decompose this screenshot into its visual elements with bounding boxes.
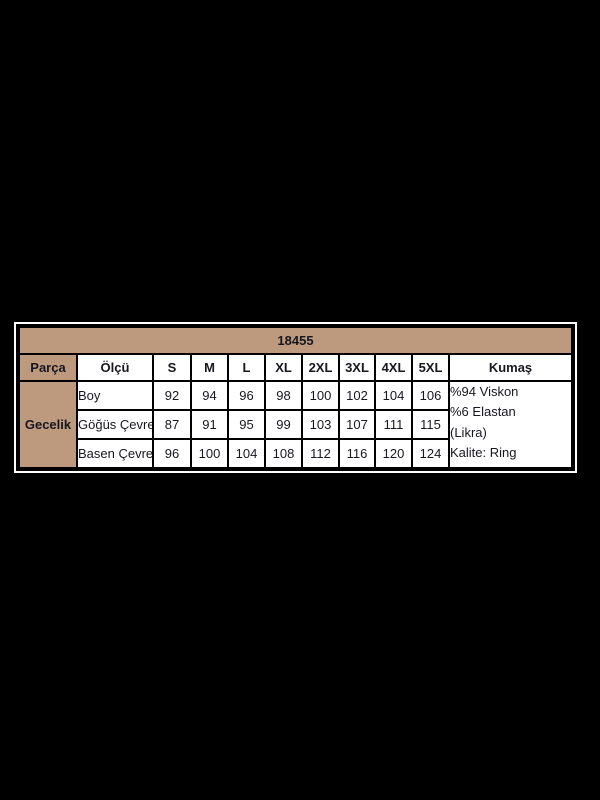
col-header-size-l: L — [227, 353, 266, 382]
size-value-cell: 112 — [301, 438, 340, 470]
col-header-size-2xl: 2XL — [301, 353, 340, 382]
size-value-cell: 99 — [264, 409, 303, 440]
col-header-size-m: M — [190, 353, 229, 382]
fabric-line: %6 Elastan — [450, 404, 516, 420]
size-value-cell: 96 — [152, 438, 192, 470]
group-label-cell: Gecelik — [17, 380, 78, 470]
size-value-cell: 108 — [264, 438, 303, 470]
size-value-cell: 100 — [301, 380, 340, 411]
measure-row-gogus: Göğüs Çevresi 87 91 95 99 103 107 111 11… — [18, 409, 573, 440]
col-header-olcu: Ölçü — [76, 353, 154, 382]
col-header-size-5xl: 5XL — [411, 353, 450, 382]
size-value-cell: 124 — [411, 438, 450, 470]
size-value-cell: 95 — [227, 409, 266, 440]
fabric-line: Kalite: Ring — [450, 445, 517, 461]
measure-label-cell: Boy — [76, 380, 154, 411]
size-value-cell: 107 — [338, 409, 376, 440]
fabric-line: %94 Viskon — [450, 384, 519, 399]
size-value-cell: 98 — [264, 380, 303, 411]
size-chart-frame: 18455 Parça Ölçü S M L XL 2XL 3XL 4XL 5X… — [14, 322, 577, 473]
col-header-kumas: Kumaş — [448, 353, 574, 382]
column-header-row: Parça Ölçü S M L XL 2XL 3XL 4XL 5XL Kuma… — [17, 353, 574, 382]
fabric-line: (Likra) — [450, 424, 487, 440]
measure-row-boy: Gecelik Boy 92 94 96 98 100 102 104 106 … — [17, 380, 574, 470]
size-value-cell: 104 — [374, 380, 413, 411]
size-value-cell: 94 — [190, 380, 229, 411]
measure-label-cell: Basen Çevresi — [76, 438, 154, 470]
size-value-cell: 120 — [374, 438, 413, 470]
col-header-parca: Parça — [17, 353, 78, 382]
fabric-info-cell: %94 Viskon %6 Elastan (Likra) Kalite: Ri… — [448, 380, 574, 470]
size-value-cell: 92 — [152, 380, 192, 411]
size-value-cell: 102 — [338, 380, 376, 411]
col-header-size-s: S — [152, 353, 192, 382]
measure-row-basen: Basen Çevresi 96 100 104 108 112 116 120… — [18, 438, 573, 470]
size-value-cell: 104 — [227, 438, 266, 470]
title-row: 18455 — [17, 325, 574, 355]
size-value-cell: 116 — [338, 438, 376, 470]
col-header-size-4xl: 4XL — [374, 353, 413, 382]
size-value-cell: 103 — [301, 409, 340, 440]
model-code-cell: 18455 — [17, 325, 574, 355]
size-value-cell: 106 — [411, 380, 450, 411]
size-value-cell: 100 — [190, 438, 229, 470]
size-value-cell: 91 — [190, 409, 229, 440]
col-header-size-3xl: 3XL — [338, 353, 376, 382]
size-value-cell: 87 — [152, 409, 192, 440]
size-value-cell: 111 — [374, 409, 413, 440]
size-value-cell: 115 — [411, 409, 450, 440]
size-value-cell: 96 — [227, 380, 266, 411]
size-chart-table: 18455 Parça Ölçü S M L XL 2XL 3XL 4XL 5X… — [16, 324, 575, 471]
col-header-size-xl: XL — [264, 353, 303, 382]
measure-label-cell: Göğüs Çevresi — [76, 409, 154, 440]
